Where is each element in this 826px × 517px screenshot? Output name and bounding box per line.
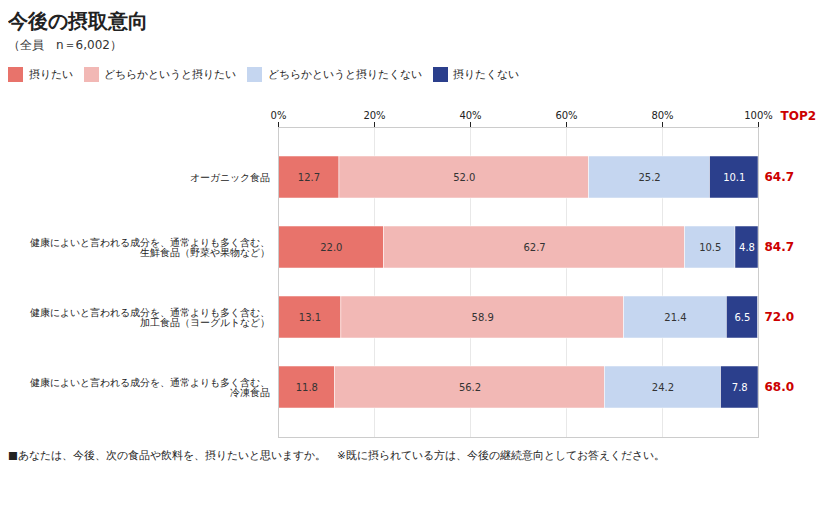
svg-text:24.2: 24.2	[652, 381, 674, 392]
svg-text:健康によいと言われる成分を、通常よりも多く含む、生鮮食品（野: 健康によいと言われる成分を、通常よりも多く含む、生鮮食品（野菜や果物など）	[30, 236, 270, 257]
svg-text:13.1: 13.1	[299, 311, 321, 322]
svg-text:TOP2: TOP2	[781, 109, 817, 123]
svg-text:6.5: 6.5	[734, 311, 750, 322]
html-text:どちらかというと摂りたくない: どちらかというと摂りたくない	[267, 68, 422, 81]
svg-text:10.5: 10.5	[699, 241, 721, 252]
svg-text:22.0: 22.0	[320, 241, 342, 252]
html-text:（全員 n＝6,002）: （全員 n＝6,002）	[8, 38, 122, 52]
svg-text:60%: 60%	[555, 109, 577, 120]
svg-text:58.9: 58.9	[472, 311, 494, 322]
svg-text:56.2: 56.2	[459, 381, 481, 392]
html-text:今後の摂取意向: 今後の摂取意向	[8, 9, 148, 33]
svg-text:84.7: 84.7	[765, 240, 795, 254]
svg-text:11.8: 11.8	[296, 381, 318, 392]
html-text:摂りたい: 摂りたい	[28, 68, 73, 81]
html-text:摂りたくない: 摂りたくない	[453, 68, 519, 81]
svg-text:20%: 20%	[363, 109, 385, 120]
svg-text:72.0: 72.0	[765, 310, 795, 324]
svg-text:52.0: 52.0	[453, 171, 475, 182]
svg-text:オーガニック食品: オーガニック食品	[190, 171, 270, 182]
svg-text:100%: 100%	[744, 109, 773, 120]
svg-text:0%: 0%	[271, 109, 287, 120]
svg-text:64.7: 64.7	[765, 170, 795, 184]
svg-text:健康によいと言われる成分を、通常よりも多く含む、加工食品（ヨ: 健康によいと言われる成分を、通常よりも多く含む、加工食品（ヨーグルトなど）	[30, 306, 270, 327]
svg-text:12.7: 12.7	[298, 171, 320, 182]
svg-text:健康によいと言われる成分を、通常よりも多く含む、冷凍食品: 健康によいと言われる成分を、通常よりも多く含む、冷凍食品	[30, 376, 270, 397]
svg-text:80%: 80%	[651, 109, 673, 120]
svg-text:25.2: 25.2	[638, 171, 660, 182]
svg-text:68.0: 68.0	[765, 380, 795, 394]
svg-text:7.8: 7.8	[732, 381, 748, 392]
svg-text:21.4: 21.4	[664, 311, 686, 322]
svg-text:4.8: 4.8	[739, 241, 755, 252]
html-text:どちらかというと摂りたい: どちらかというと摂りたい	[104, 68, 236, 81]
svg-text:10.1: 10.1	[723, 171, 745, 182]
html-text:■あなたは、今後、次の食品や飲料を、摂りたいと思いますか。: ■あなたは、今後、次の食品や飲料を、摂りたいと思いますか。 ※既に摂られている方…	[8, 448, 665, 461]
svg-text:40%: 40%	[459, 109, 481, 120]
svg-text:62.7: 62.7	[523, 241, 545, 252]
